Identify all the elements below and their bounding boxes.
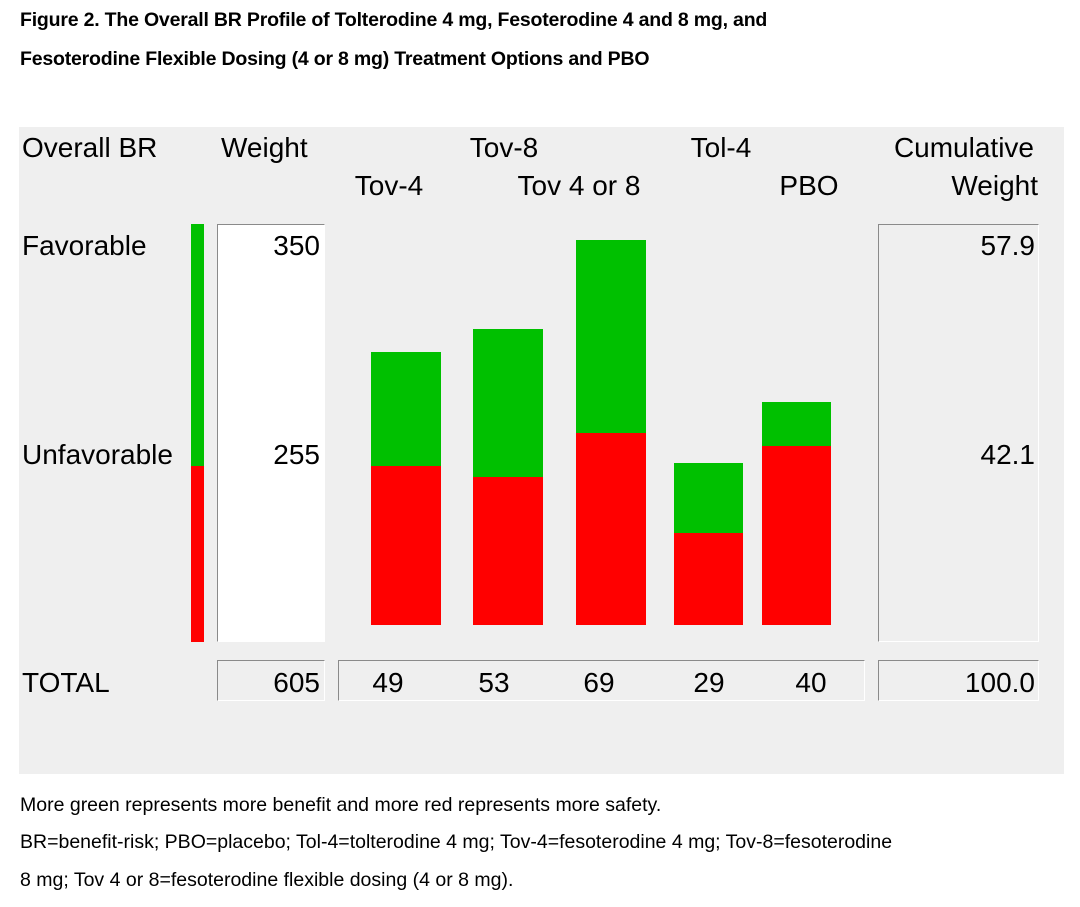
weight-box <box>217 224 325 642</box>
bar-unfavorable-3 <box>674 532 743 625</box>
bar-unfavorable-4 <box>762 446 831 625</box>
total-scores-box <box>338 660 865 701</box>
weight-bar-favorable <box>191 224 204 466</box>
bar-favorable-1 <box>473 329 543 478</box>
total-weight-value: 605 <box>273 667 320 698</box>
cumulative-header-line2: Weight <box>951 170 1038 201</box>
br-profile-panel: Overall BR Weight Cumulative Weight Tov-… <box>19 127 1064 774</box>
total-score-tov-8: 53 <box>478 667 510 698</box>
row-label-total: TOTAL <box>22 667 110 698</box>
bar-unfavorable-0 <box>371 466 441 625</box>
weight-favorable: 350 <box>273 230 320 261</box>
cumulative-weight-box <box>878 224 1039 642</box>
chart-title-line2: Fesoterodine Flexible Dosing (4 or 8 mg)… <box>20 48 650 70</box>
total-score-pbo: 40 <box>795 667 827 698</box>
cumulative-header-line1: Cumulative <box>893 132 1034 163</box>
footnote-abbreviations-1: BR=benefit-risk; PBO=placebo; Tol-4=tolt… <box>20 831 893 853</box>
bar-favorable-4 <box>762 401 831 447</box>
cumulative-unfavorable: 42.1 <box>980 439 1036 470</box>
bar-unfavorable-1 <box>473 477 543 625</box>
total-weight-box <box>217 660 325 701</box>
category-label-tov-8: Tov-8 <box>469 132 539 163</box>
weight-header: Weight <box>221 132 308 163</box>
weight-bar-unfavorable <box>191 465 204 642</box>
weight-unfavorable: 255 <box>273 439 320 470</box>
total-score-tol-4: 29 <box>693 667 725 698</box>
total-cumulative-box <box>878 660 1039 701</box>
bar-favorable-2 <box>576 240 646 433</box>
bar-favorable-3 <box>674 463 743 533</box>
footnote-abbreviations-2: 8 mg; Tov 4 or 8=fesoterodine flexible d… <box>20 869 514 891</box>
bar-favorable-0 <box>371 351 441 467</box>
category-label-tov-4-or-8: Tov 4 or 8 <box>517 170 641 201</box>
category-label-pbo: PBO <box>779 170 839 201</box>
total-score-tov-4-or-8: 69 <box>583 667 615 698</box>
bar-unfavorable-2 <box>576 432 646 625</box>
chart-title-line1: Figure 2. The Overall BR Profile of Tolt… <box>20 9 768 31</box>
category-label-tol-4: Tol-4 <box>690 132 752 163</box>
row-label-favorable: Favorable <box>22 230 147 261</box>
footnote-colors: More green represents more benefit and m… <box>20 794 662 816</box>
category-label-tov-4: Tov-4 <box>354 170 424 201</box>
overall-br-header: Overall BR <box>22 132 158 163</box>
row-label-unfavorable: Unfavorable <box>22 439 173 470</box>
total-score-tov-4: 49 <box>372 667 404 698</box>
total-cumulative-value: 100.0 <box>964 667 1035 698</box>
cumulative-favorable: 57.9 <box>980 230 1036 261</box>
